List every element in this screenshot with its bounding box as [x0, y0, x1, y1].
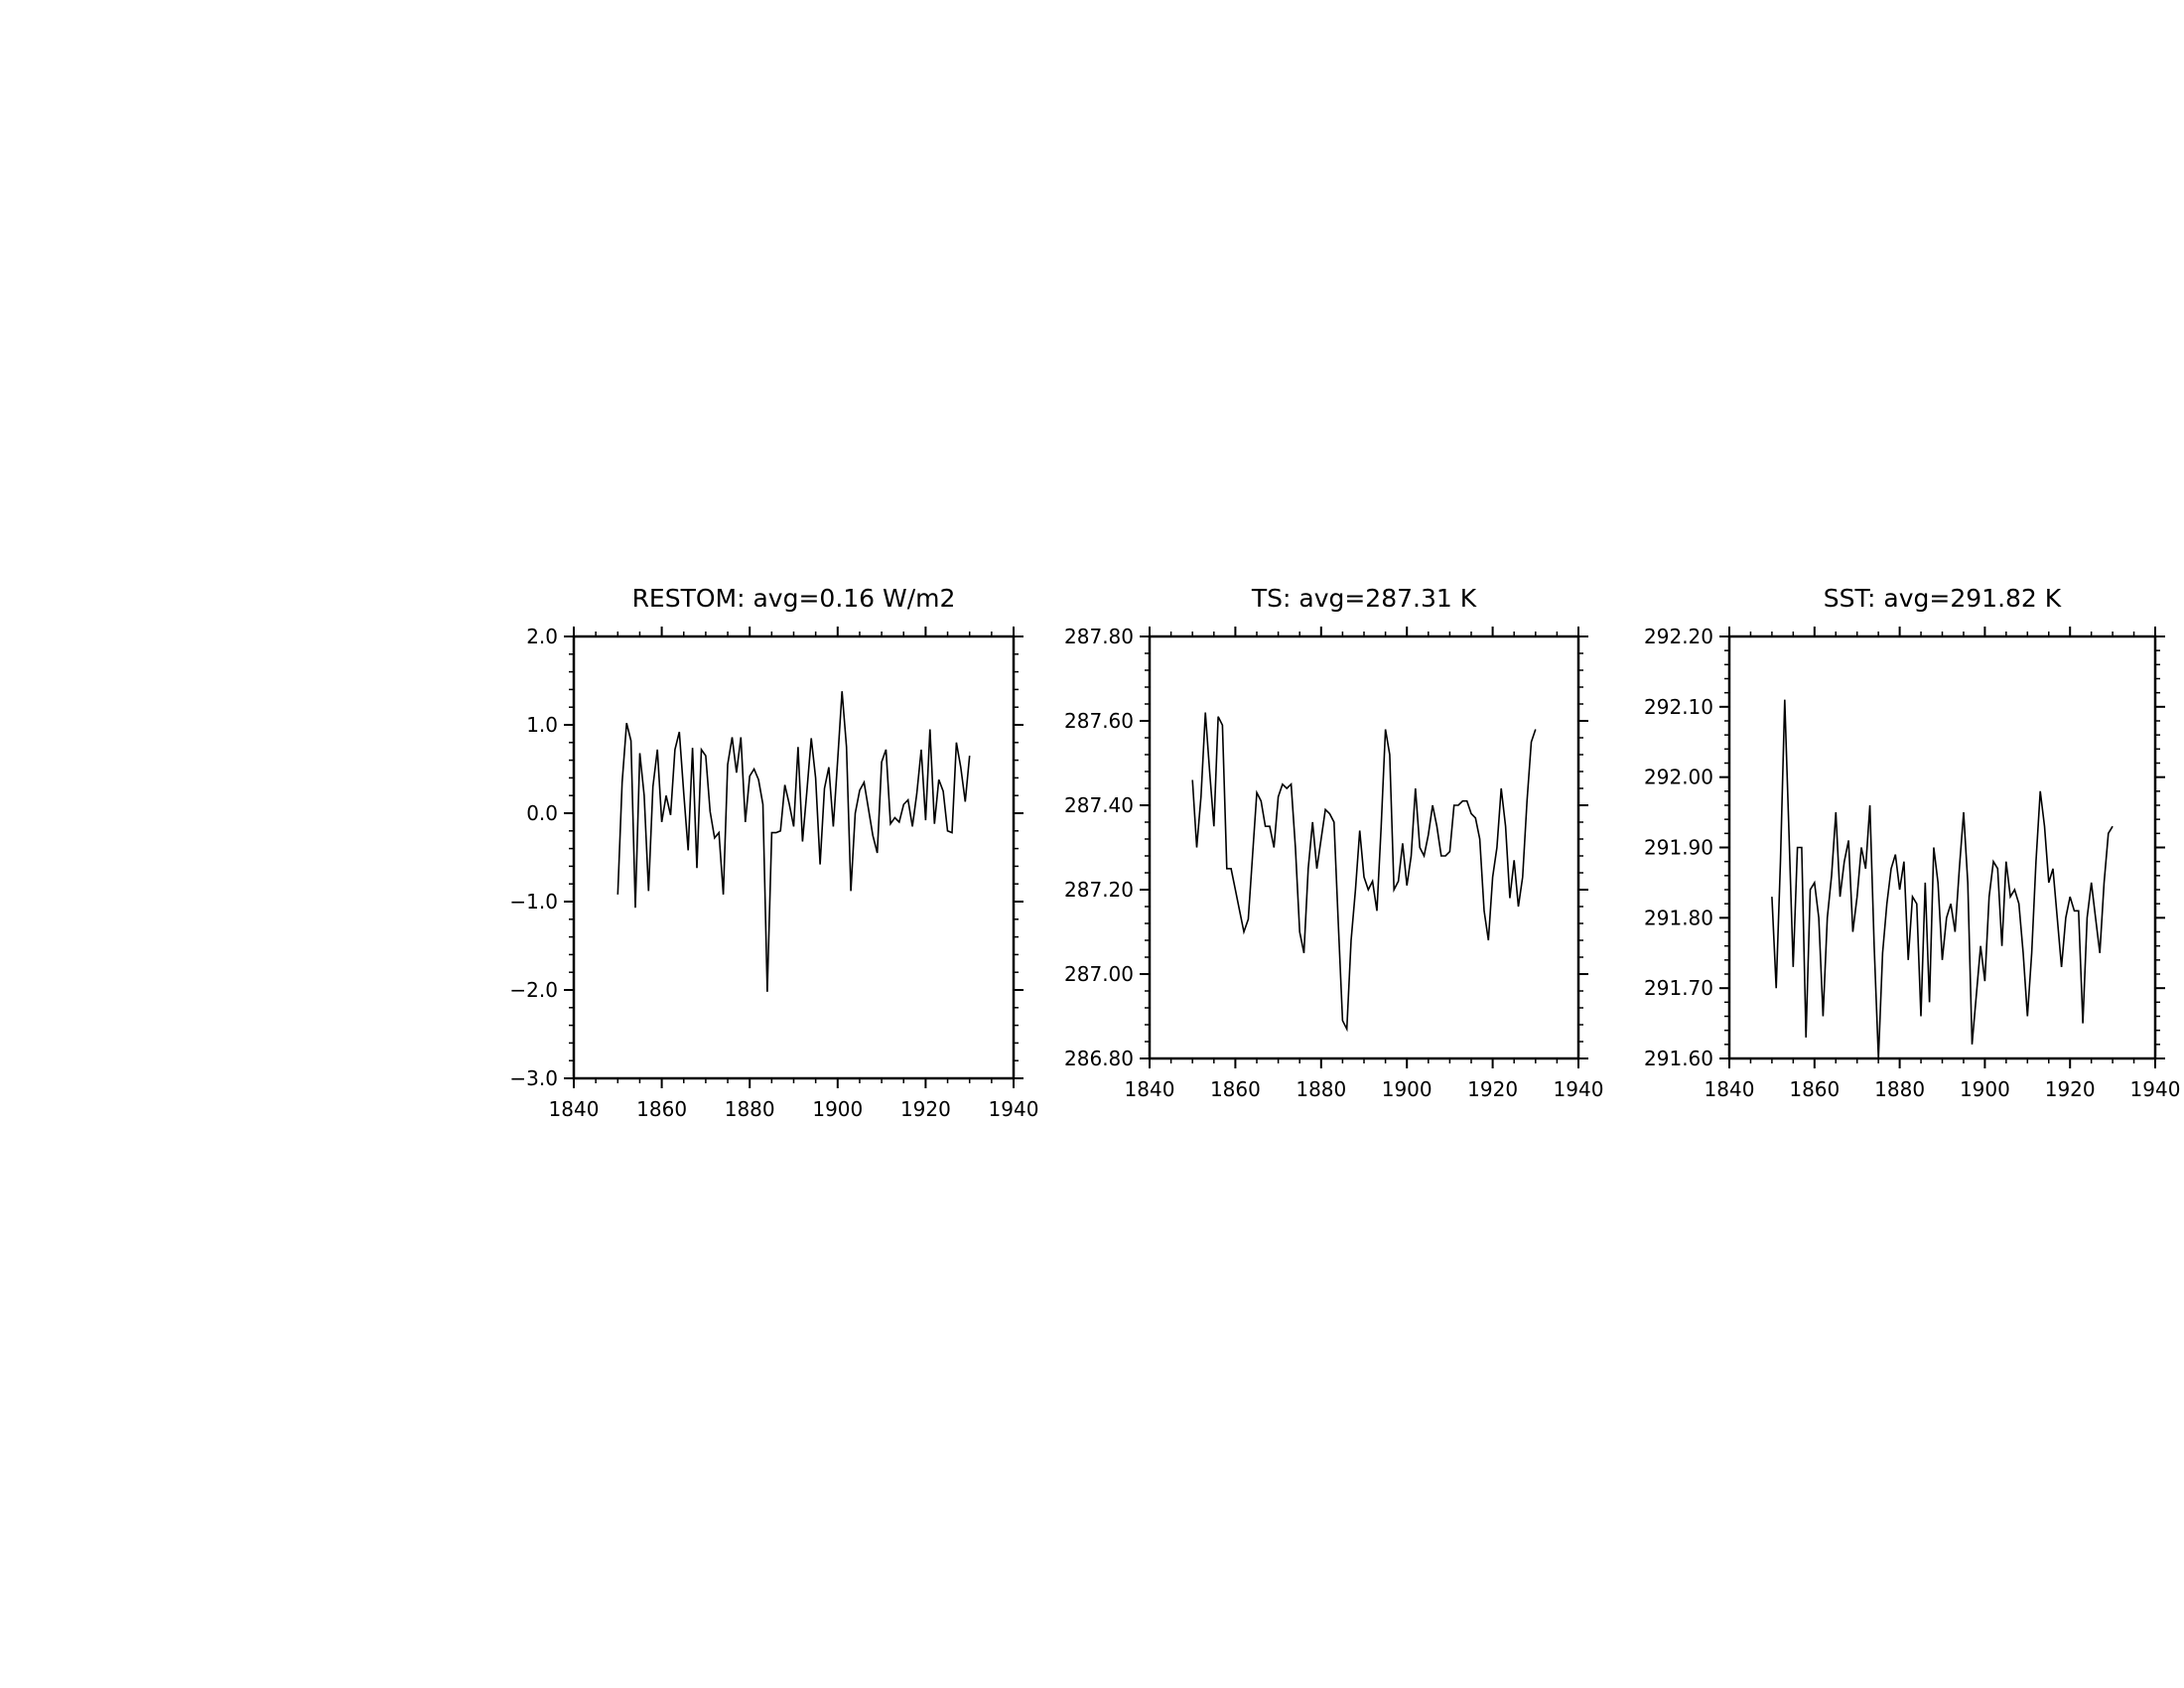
y-tick-label: 287.00 [1064, 962, 1134, 986]
x-tick-label: 1940 [2130, 1077, 2181, 1101]
x-tick-label: 1860 [1789, 1077, 1840, 1101]
x-tick-label: 1880 [725, 1097, 775, 1121]
x-tick-label: 1880 [1296, 1077, 1346, 1101]
y-tick-label: 287.40 [1064, 793, 1134, 817]
x-tick-label: 1920 [900, 1097, 951, 1121]
x-tick-label: 1920 [1467, 1077, 1518, 1101]
y-tick-label: 2.0 [526, 625, 558, 648]
y-tick-label: 287.60 [1064, 709, 1134, 733]
x-tick-label: 1840 [1705, 1077, 1755, 1101]
y-tick-label: 0.0 [526, 801, 558, 825]
chart-title: SST: avg=291.82 K [1824, 584, 2062, 613]
x-tick-label: 1840 [549, 1097, 600, 1121]
x-tick-label: 1900 [812, 1097, 863, 1121]
y-tick-label: −1.0 [509, 890, 558, 914]
chart-panel-1: 1840 1860 1880 1900 1920 1940 2.0 1.0 0.0 −1.0 −2.… [509, 584, 1038, 1121]
x-tick-label: 1900 [1960, 1077, 2010, 1101]
chart-title: RESTOM: avg=0.16 W/m2 [632, 584, 956, 613]
chart-title: TS: avg=287.31 K [1251, 584, 1477, 613]
series-line [616, 691, 971, 992]
y-tick-label: 287.80 [1064, 625, 1134, 648]
x-tick-label: 1840 [1125, 1077, 1175, 1101]
x-tick-label: 1880 [1874, 1077, 1925, 1101]
x-tick-label: 1860 [1210, 1077, 1261, 1101]
x-tick-label: 1920 [2045, 1077, 2096, 1101]
x-tick-label: 1940 [989, 1097, 1039, 1121]
y-tick-label: 291.90 [1644, 836, 1713, 860]
y-tick-label: 287.20 [1064, 878, 1134, 902]
x-tick-label: 1940 [1554, 1077, 1604, 1101]
y-tick-label: 292.10 [1644, 695, 1713, 719]
series-line [1771, 699, 2114, 1059]
series-line [1191, 712, 1537, 1033]
y-tick-label: 291.80 [1644, 906, 1713, 929]
plot-frame [1148, 634, 1580, 1060]
y-tick-label: 292.20 [1644, 625, 1713, 648]
y-tick-label: −3.0 [509, 1066, 558, 1090]
y-tick-label: 286.80 [1064, 1047, 1134, 1070]
chart-panel-2: 1840 1860 1880 1900 1920 1940 287.80 287.60 287.… [1064, 584, 1603, 1101]
x-tick-label: 1860 [636, 1097, 687, 1121]
y-tick-label: −2.0 [509, 978, 558, 1002]
y-tick-label: 291.60 [1644, 1047, 1713, 1070]
chart-panel-3: 1840 1860 1880 1900 1920 1940 292.20 292.10 292.… [1644, 584, 2180, 1101]
x-tick-label: 1900 [1382, 1077, 1433, 1101]
plot-frame [1727, 634, 2157, 1060]
y-tick-label: 1.0 [526, 713, 558, 737]
y-tick-label: 291.70 [1644, 976, 1713, 1000]
plot-frame [572, 634, 1016, 1080]
y-tick-label: 292.00 [1644, 766, 1713, 789]
